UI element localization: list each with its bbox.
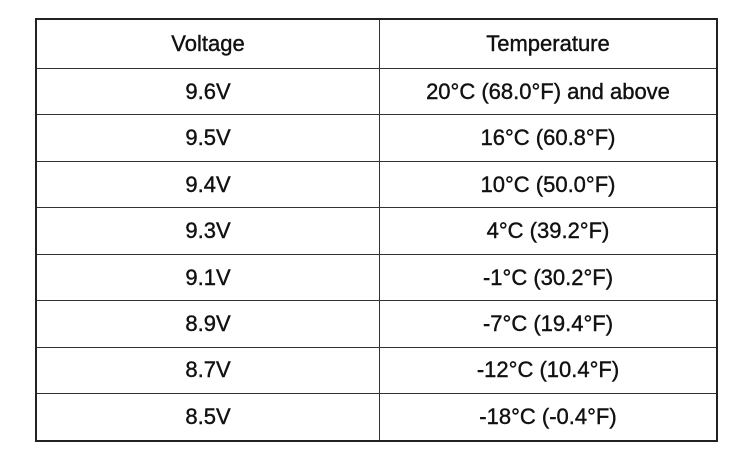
table-cell: 8.9V <box>35 300 380 348</box>
table-cell: 9.4V <box>35 160 380 209</box>
header-row: Voltage Temperature <box>35 18 718 69</box>
table-cell: 4°C (39.2°F) <box>379 207 718 255</box>
table-cell: 9.1V <box>35 253 380 302</box>
table-row: 9.3V 4°C (39.2°F) <box>35 207 718 255</box>
table-cell: 9.5V <box>35 114 380 162</box>
table-cell: 8.7V <box>35 346 380 395</box>
table-row: 9.5V 16°C (60.8°F) <box>35 114 718 162</box>
table-head: Voltage Temperature <box>35 18 718 69</box>
table-cell: -1°C (30.2°F) <box>379 253 718 302</box>
table-cell: 16°C (60.8°F) <box>379 114 718 162</box>
table-row: 8.5V -18°C (-0.4°F) <box>35 393 718 442</box>
voltage-table: Voltage Temperature 9.6V 20°C (68.0°F) and… <box>35 18 718 442</box>
table-cell: 8.5V <box>35 393 380 442</box>
table-row: 8.9V -7°C (19.4°F) <box>35 300 718 348</box>
table-cell: 9.6V <box>35 67 380 116</box>
header-cell: Temperature <box>379 18 718 69</box>
table-row: 9.1V -1°C (30.2°F) <box>35 253 718 302</box>
table-cell: -12°C (10.4°F) <box>379 346 718 395</box>
header-cell: Voltage <box>35 18 380 69</box>
table-row: 8.7V -12°C (10.4°F) <box>35 346 718 395</box>
table-cell: 20°C (68.0°F) and above <box>379 67 718 116</box>
table-cell: -7°C (19.4°F) <box>379 300 718 348</box>
table-cell: -18°C (-0.4°F) <box>379 393 718 442</box>
table-body: 9.6V 20°C (68.0°F) and above 9.5V 16°C (60.… <box>35 67 718 442</box>
table-cell: 9.3V <box>35 207 380 255</box>
table-row: 9.4V 10°C (50.0°F) <box>35 160 718 209</box>
table-cell: 10°C (50.0°F) <box>379 160 718 209</box>
table-row: 9.6V 20°C (68.0°F) and above <box>35 67 718 116</box>
